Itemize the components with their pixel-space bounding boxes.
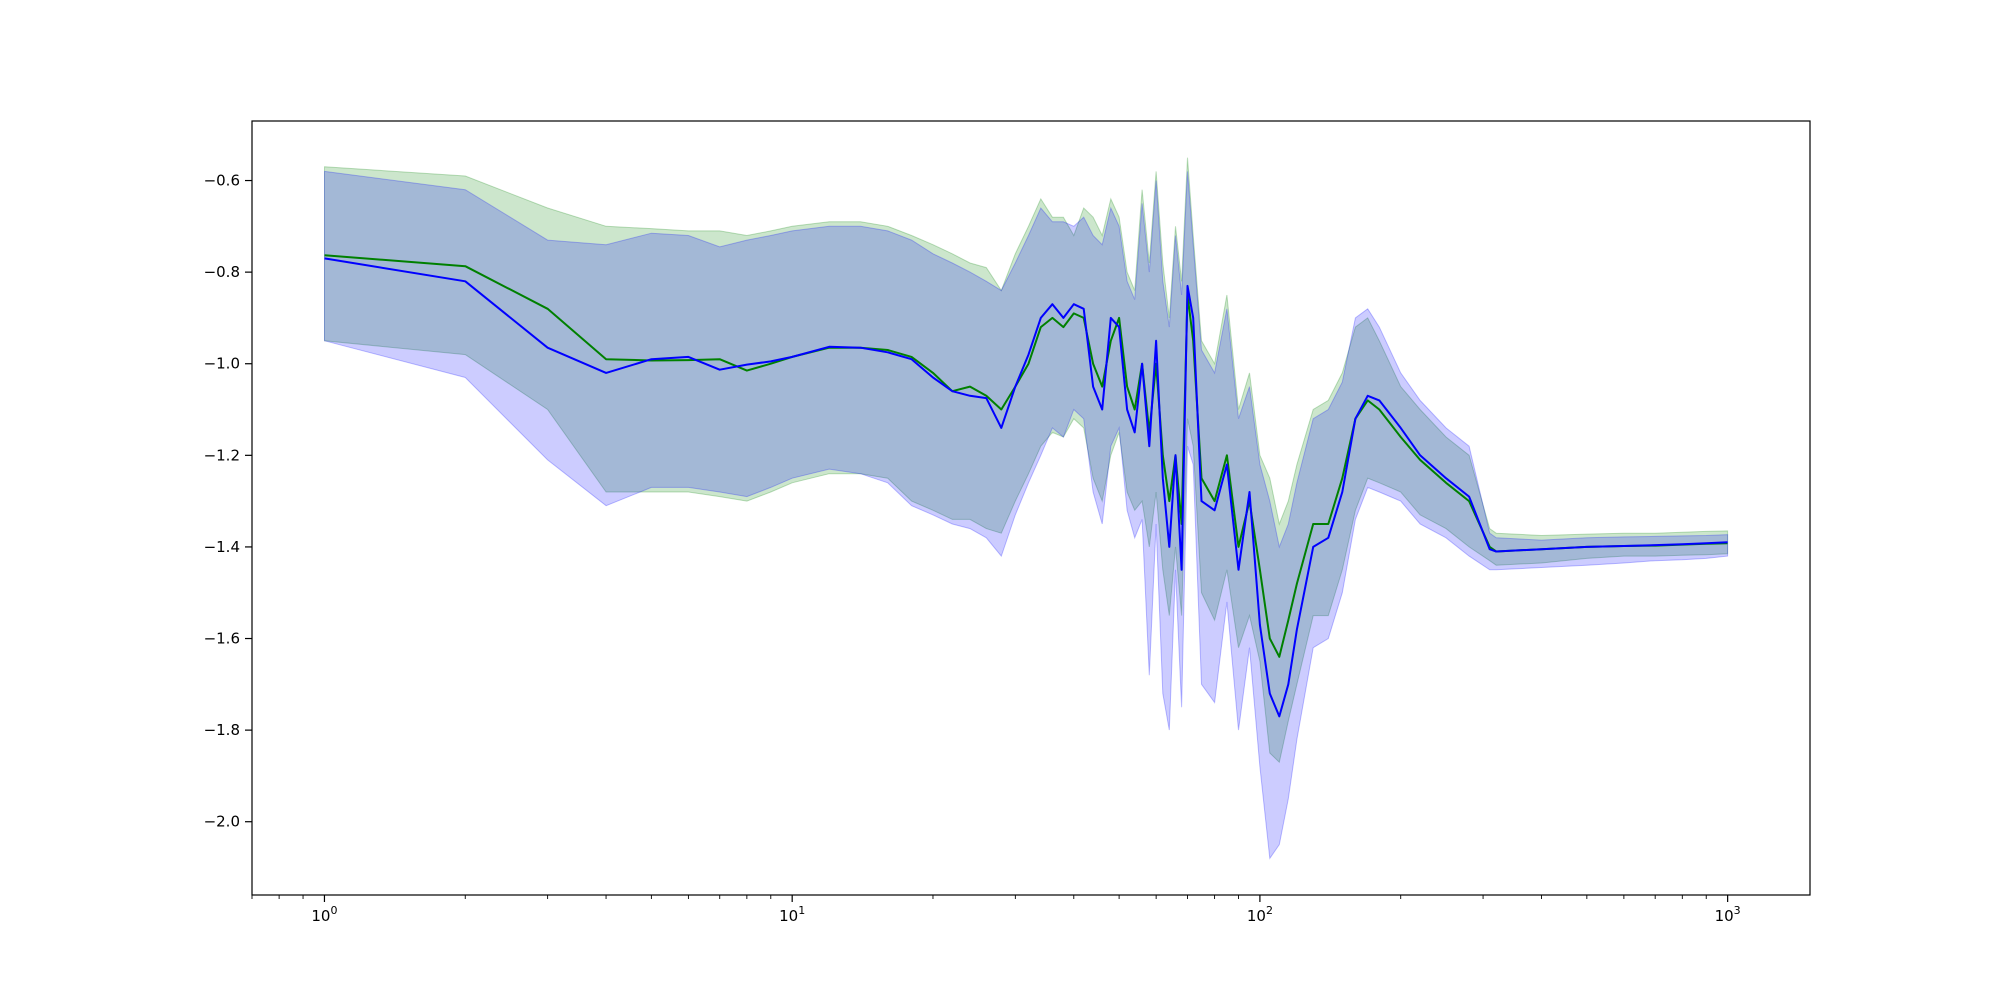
plot-area-frame — [251, 120, 1811, 896]
series-lines — [324, 254, 1728, 718]
y-axis: −0.6 −0.8 −1.0 −1.2 −1.4 −1.6 −1.8 −2.0 — [204, 172, 252, 831]
y-tick-label: −0.6 — [204, 172, 240, 190]
confidence-band-0 — [324, 157, 1729, 764]
y-tick-label: −1.0 — [204, 355, 240, 373]
y-tick-label: −1.6 — [204, 630, 240, 648]
x-tick-label: 101 — [779, 904, 805, 925]
y-tick-label: −2.0 — [204, 813, 240, 831]
confidence-bands — [324, 157, 1729, 860]
series-line-1 — [324, 257, 1728, 718]
x-tick-label: 103 — [1715, 904, 1741, 925]
x-tick-label: 100 — [311, 904, 337, 925]
y-tick-label: −1.4 — [204, 538, 240, 556]
y-tick-label: −0.8 — [204, 263, 240, 281]
x-axis: 100 101 102 103 — [251, 895, 1741, 925]
y-tick-label: −1.2 — [204, 446, 240, 464]
y-tick-label: −1.8 — [204, 721, 240, 739]
confidence-band-1 — [324, 170, 1729, 860]
x-tick-label: 102 — [1247, 904, 1273, 925]
